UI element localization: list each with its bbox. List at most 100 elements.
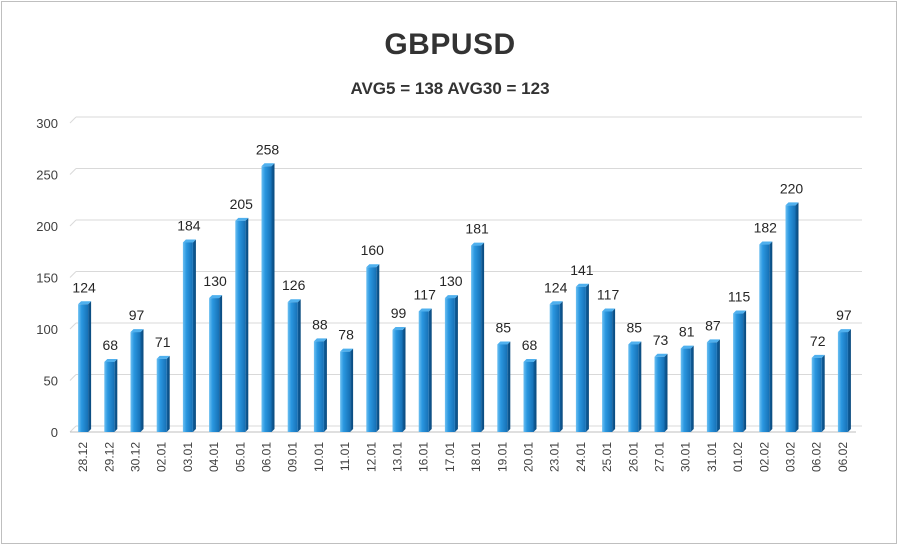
bar-top [418,308,432,312]
bar-top [680,345,694,349]
gridline-wall [69,425,77,433]
x-tick-label: 30.12 [129,442,143,472]
bar-top [392,327,406,331]
data-label: 126 [282,277,306,293]
bar-front [811,357,822,432]
bar-front [366,267,377,432]
bar-side [559,301,563,432]
bar-top [837,329,851,333]
x-axis: 28.12 29.12 30.12 02.01 03.01 04.01 05.01 06.01… [76,442,850,472]
bar-top [313,338,327,342]
bar-front [78,304,89,432]
x-tick-label: 30.01 [679,442,693,472]
gridline-wall [69,271,77,278]
bar-front [497,344,508,432]
bar-27.01: 73 [653,332,669,432]
bar-front [733,313,744,432]
bar-top [444,295,458,299]
bar-25.01: 117 [597,286,619,432]
data-label: 68 [522,337,538,353]
data-label: 81 [679,324,695,340]
bar-top [549,301,563,305]
bar-top [287,299,301,303]
y-tick-label: 50 [44,374,58,389]
x-tick-label: 04.01 [207,442,221,472]
bar-26.01: 85 [627,319,643,432]
bar-front [785,205,796,432]
data-label: 85 [627,319,643,335]
data-label: 97 [836,307,852,323]
bar-top [811,354,825,358]
bar-31.01: 87 [705,317,721,432]
bar-side [376,264,380,432]
x-tick-label: 27.01 [653,442,667,472]
bar-top [261,163,275,167]
bar-side [88,301,92,432]
bar-side [585,283,589,432]
x-tick-label: 23.01 [548,442,562,472]
bar-front [680,348,691,432]
bar-28.12: 124 [72,279,96,432]
bar-29.12: 68 [103,337,119,432]
chart-title: GBPUSD [384,28,516,61]
bar-10.01: 88 [312,316,328,432]
bar-04.01: 130 [203,273,227,432]
bar-30.01: 81 [679,324,695,432]
bar-top [130,329,144,333]
bar-side [350,348,354,432]
bar-front [104,361,115,432]
data-label: 205 [230,196,254,212]
x-tick-label: 06.02 [810,442,824,472]
x-tick-label: 06.01 [260,442,274,472]
bar-23.01: 124 [544,279,568,432]
bar-09.01: 126 [282,277,306,432]
bar-side [743,310,747,432]
data-label: 130 [203,273,227,289]
x-tick-label: 03.02 [784,442,798,472]
x-tick-label: 10.01 [312,442,326,472]
bar-top [706,339,720,343]
bar-11.01: 78 [338,327,354,432]
data-label: 88 [312,316,328,332]
data-label: 117 [414,286,437,302]
y-tick-label: 100 [36,322,58,337]
data-label: 160 [361,242,385,258]
bar-06.01: 258 [256,141,279,432]
bar-13.01: 99 [391,305,406,432]
gridline-wall [69,168,77,175]
bar-top [156,355,170,359]
bar-front [602,311,613,432]
bar-side [140,329,144,432]
x-tick-label: 11.01 [338,442,352,471]
bar-front [209,298,220,432]
bar-front [130,332,141,432]
x-tick-label: 19.01 [495,442,509,472]
bar-06.02: 72 [810,333,826,432]
data-label: 97 [129,307,145,323]
bar-side [323,338,327,432]
bar-side [507,341,511,432]
bar-side [612,308,616,432]
bar-03.01: 184 [177,217,201,432]
grid-lines [69,116,862,433]
bar-side [664,353,668,432]
data-label: 72 [810,333,826,349]
bar-side [428,308,432,432]
bar-front [575,286,586,432]
bar-front [523,361,534,432]
x-tick-label: 24.01 [574,442,588,472]
bar-top [602,308,616,312]
bar-top [733,310,747,314]
bar-front [706,342,717,432]
bar-front [471,245,482,432]
bar-top [209,295,223,299]
bar-side [219,295,223,432]
bar-16.01: 117 [414,286,437,432]
bar-18.01: 181 [465,221,489,432]
data-label: 68 [103,337,119,353]
bar-side [114,358,118,432]
bar-02.01: 71 [155,334,171,432]
x-tick-label: 01.02 [731,442,745,472]
data-label: 73 [653,332,669,348]
bar-front [313,341,324,432]
